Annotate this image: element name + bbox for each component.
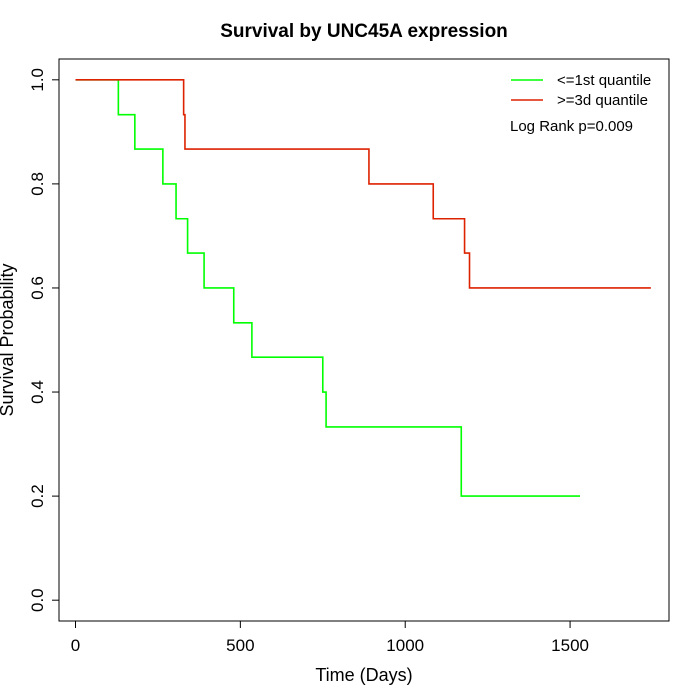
log-rank-annotation: Log Rank p=0.009 bbox=[510, 118, 633, 135]
series-layer bbox=[75, 79, 651, 497]
x-tick-label: 1000 bbox=[386, 636, 424, 655]
y-tick-label: 0.0 bbox=[28, 588, 47, 612]
x-tick-label: 500 bbox=[226, 636, 254, 655]
y-tick-label: 1.0 bbox=[28, 68, 47, 92]
legend-label: >=3d quantile bbox=[557, 92, 648, 109]
plot-area-frame bbox=[58, 58, 670, 622]
survival-curve bbox=[75, 79, 651, 289]
y-axis: 0.0 0.2 0.4 0.6 0.8 1.0 bbox=[28, 68, 60, 612]
y-tick-label: 0.4 bbox=[28, 380, 47, 404]
survival-curve bbox=[75, 79, 580, 497]
x-axis: 0 500 1000 1500 bbox=[71, 620, 589, 655]
y-tick-label: 0.2 bbox=[28, 484, 47, 508]
legend-label: <=1st quantile bbox=[557, 72, 651, 89]
y-axis-label: Survival Probability bbox=[0, 263, 17, 416]
x-tick-label: 0 bbox=[71, 636, 80, 655]
x-axis-label: Time (Days) bbox=[315, 665, 412, 685]
y-tick-label: 0.6 bbox=[28, 276, 47, 300]
y-tick-label: 0.8 bbox=[28, 172, 47, 196]
chart-title: Survival by UNC45A expression bbox=[220, 21, 508, 42]
legend: <=1st quantile >=3d quantile bbox=[511, 72, 651, 109]
x-tick-label: 1500 bbox=[551, 636, 589, 655]
